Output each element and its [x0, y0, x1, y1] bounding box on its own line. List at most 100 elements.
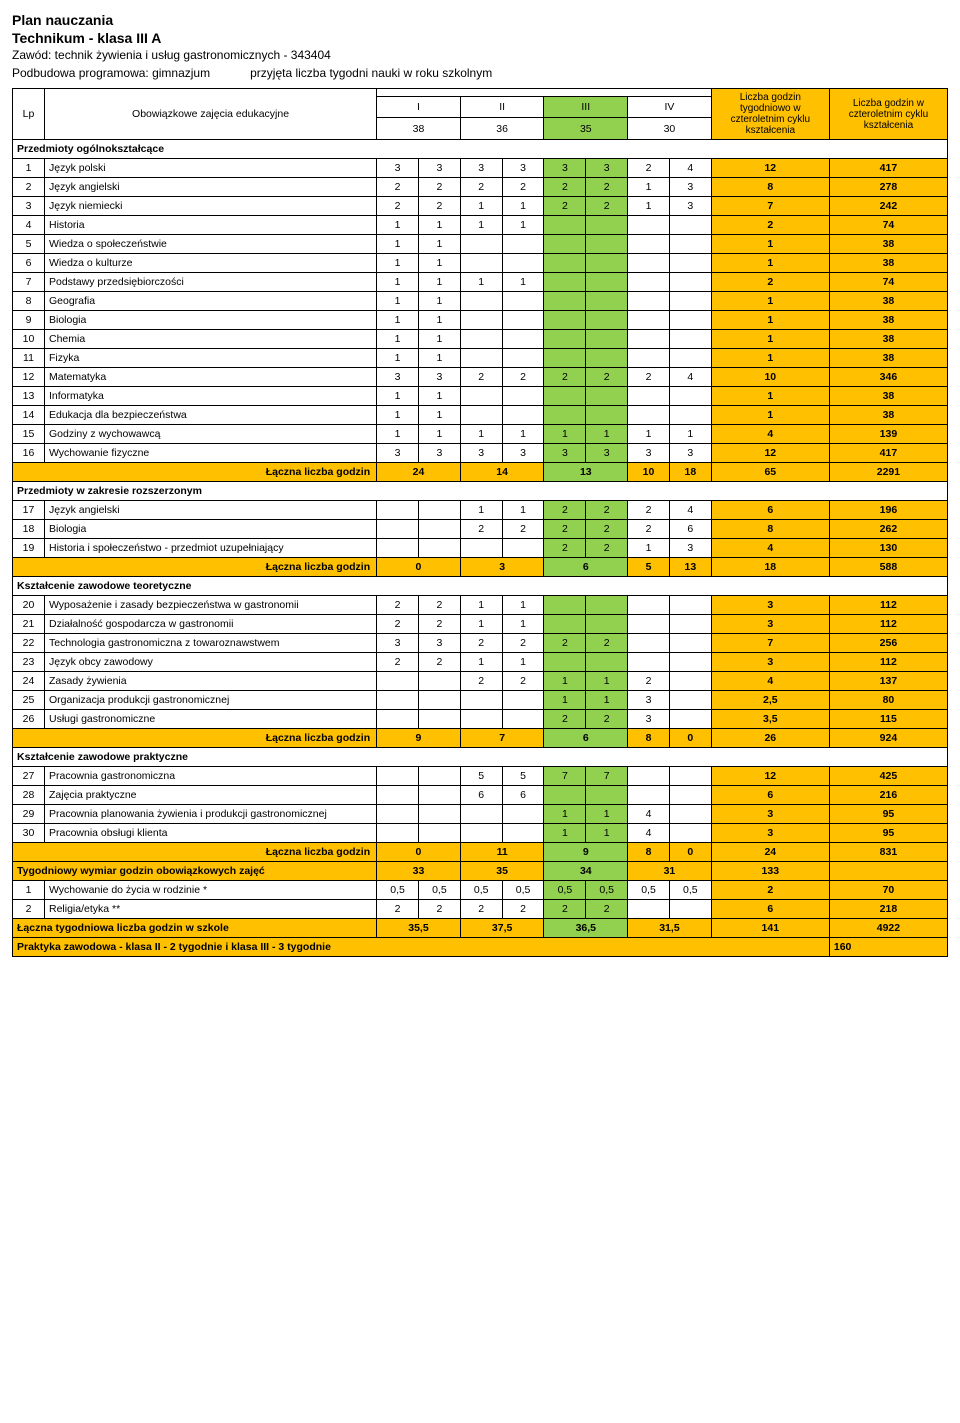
- cell-total: 196: [829, 501, 947, 520]
- col-lp: Lp: [13, 89, 45, 140]
- cell-total: 80: [829, 691, 947, 710]
- cell-val: 0,5: [377, 881, 419, 900]
- cell-val: 4: [669, 159, 711, 178]
- cell-total: 95: [829, 824, 947, 843]
- cell-val: [628, 349, 670, 368]
- cell-val: [502, 710, 544, 729]
- cell-val: [586, 254, 628, 273]
- cell-weekly: 1: [711, 330, 829, 349]
- cell-val: [460, 406, 502, 425]
- cell-val: 1: [460, 197, 502, 216]
- wymiar-val: 35: [460, 862, 544, 881]
- cell-val: 3: [418, 368, 460, 387]
- cell-val: [628, 216, 670, 235]
- table-row: 10Chemia11138: [13, 330, 948, 349]
- cell-name: Język niemiecki: [44, 197, 376, 216]
- cell-val: [544, 653, 586, 672]
- cell-name: Organizacja produkcji gastronomicznej: [44, 691, 376, 710]
- plan-table: Lp Obowiązkowe zajęcia edukacyjne Liczba…: [12, 88, 948, 957]
- cell-lp: 25: [13, 691, 45, 710]
- cell-val: [669, 710, 711, 729]
- sum-row: Łączna liczba godzin2414131018652291: [13, 463, 948, 482]
- cell-val: 1: [418, 330, 460, 349]
- sum-label: Łączna liczba godzin: [13, 558, 377, 577]
- wymiar-row: Tygodniowy wymiar godzin obowiązkowych z…: [13, 862, 948, 881]
- cell-lp: 24: [13, 672, 45, 691]
- table-row: 21Działalność gospodarcza w gastronomii2…: [13, 615, 948, 634]
- cell-name: Edukacja dla bezpieczeństwa: [44, 406, 376, 425]
- cell-val: [502, 824, 544, 843]
- cell-weekly: 2: [711, 216, 829, 235]
- cell-val: 2: [460, 178, 502, 197]
- cell-val: [544, 596, 586, 615]
- cell-val: 2: [544, 710, 586, 729]
- cell-val: 1: [418, 349, 460, 368]
- cell-val: 6: [669, 520, 711, 539]
- weeks-II: 36: [460, 118, 544, 140]
- cell-val: [377, 805, 419, 824]
- cell-val: [460, 710, 502, 729]
- cell-val: [669, 349, 711, 368]
- wymiar-val: 31: [628, 862, 712, 881]
- cell-val: [628, 653, 670, 672]
- cell-val: 1: [418, 273, 460, 292]
- cell-weekly: 4: [711, 425, 829, 444]
- sum-weekly: 26: [711, 729, 829, 748]
- cell-val: 2: [586, 710, 628, 729]
- cell-val: 3: [502, 159, 544, 178]
- cell-val: 3: [502, 444, 544, 463]
- cell-name: Język angielski: [44, 178, 376, 197]
- cell-val: [669, 273, 711, 292]
- cell-val: 2: [502, 368, 544, 387]
- cell-weekly: 12: [711, 159, 829, 178]
- cell-val: 2: [502, 520, 544, 539]
- sum-val: 7: [460, 729, 544, 748]
- cell-name: Wyposażenie i zasady bezpieczeństwa w ga…: [44, 596, 376, 615]
- table-row: 18Biologia2222268262: [13, 520, 948, 539]
- cell-val: 2: [502, 900, 544, 919]
- cell-val: [460, 254, 502, 273]
- cell-name: Język angielski: [44, 501, 376, 520]
- cell-val: 3: [418, 444, 460, 463]
- cell-val: 2: [377, 178, 419, 197]
- cell-val: 3: [669, 197, 711, 216]
- table-row: 13Informatyka11138: [13, 387, 948, 406]
- table-row: 5Wiedza o społeczeństwie11138: [13, 235, 948, 254]
- sum-weekly: 24: [711, 843, 829, 862]
- table-row: 19Historia i społeczeństwo - przedmiot u…: [13, 539, 948, 558]
- section-label-cell: Przedmioty w zakresie rozszerzonym: [13, 482, 948, 501]
- weeks-III: 35: [544, 118, 628, 140]
- cell-lp: 30: [13, 824, 45, 843]
- cell-val: 4: [669, 501, 711, 520]
- practice-note-total: 160: [829, 938, 947, 957]
- cell-val: 1: [586, 805, 628, 824]
- wymiar-val: 34: [544, 862, 628, 881]
- cell-val: 0,5: [628, 881, 670, 900]
- table-row: 4Historia1111274: [13, 216, 948, 235]
- cell-lp: 7: [13, 273, 45, 292]
- table-row: 25Organizacja produkcji gastronomicznej1…: [13, 691, 948, 710]
- cell-val: 3: [628, 710, 670, 729]
- cell-lp: 9: [13, 311, 45, 330]
- cell-weekly: 12: [711, 444, 829, 463]
- cell-val: [669, 311, 711, 330]
- cell-lp: 28: [13, 786, 45, 805]
- cell-val: [586, 330, 628, 349]
- sum-val: 9: [377, 729, 461, 748]
- cell-val: [669, 672, 711, 691]
- cell-val: 3: [377, 634, 419, 653]
- cell-val: 3: [586, 444, 628, 463]
- cell-val: 1: [502, 273, 544, 292]
- cell-val: [669, 387, 711, 406]
- cell-lp: 2: [13, 178, 45, 197]
- cell-val: [460, 235, 502, 254]
- wymiar-total: [829, 862, 947, 881]
- cell-val: 5: [502, 767, 544, 786]
- col-subject: Obowiązkowe zajęcia edukacyjne: [44, 89, 376, 140]
- cell-name: Zasady żywienia: [44, 672, 376, 691]
- cell-val: [669, 691, 711, 710]
- table-row: 12Matematyka3322222410346: [13, 368, 948, 387]
- table-row: 16Wychowanie fizyczne3333333312417: [13, 444, 948, 463]
- cell-val: 4: [669, 368, 711, 387]
- cell-val: 1: [502, 501, 544, 520]
